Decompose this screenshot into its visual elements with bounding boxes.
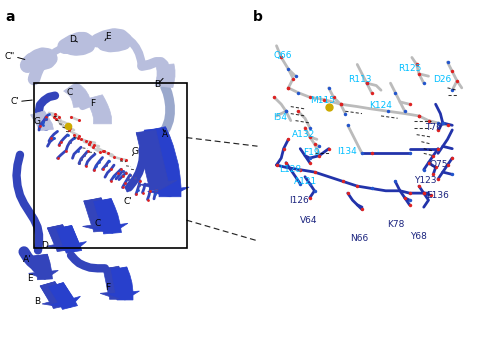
Text: Q66: Q66 xyxy=(273,51,292,60)
Bar xyxy=(34,83,186,248)
Text: C: C xyxy=(94,219,100,228)
Text: T76: T76 xyxy=(426,123,442,132)
Text: Y123: Y123 xyxy=(414,176,436,185)
Polygon shape xyxy=(86,95,112,124)
Polygon shape xyxy=(144,128,189,197)
Polygon shape xyxy=(155,64,175,88)
Polygon shape xyxy=(32,254,52,280)
Text: E: E xyxy=(27,274,33,283)
Text: I54: I54 xyxy=(273,113,287,122)
Polygon shape xyxy=(40,282,68,309)
Text: E136: E136 xyxy=(426,191,450,200)
Text: G: G xyxy=(34,117,41,126)
Text: A: A xyxy=(162,130,168,139)
Polygon shape xyxy=(94,198,122,234)
Text: L128: L128 xyxy=(279,165,301,174)
Text: D26: D26 xyxy=(434,75,452,84)
Polygon shape xyxy=(100,267,132,299)
Text: F: F xyxy=(105,283,110,292)
Text: F: F xyxy=(90,99,95,108)
Text: R113: R113 xyxy=(348,75,372,84)
Text: V64: V64 xyxy=(300,216,318,225)
Text: C': C' xyxy=(10,97,19,106)
Polygon shape xyxy=(56,226,86,252)
Text: I134: I134 xyxy=(338,147,357,156)
Polygon shape xyxy=(48,282,78,309)
Text: C": C" xyxy=(4,52,15,61)
Text: N66: N66 xyxy=(350,234,368,243)
Text: I126: I126 xyxy=(289,196,309,205)
Polygon shape xyxy=(48,283,80,308)
Text: B: B xyxy=(154,80,160,89)
Text: R125: R125 xyxy=(398,64,421,73)
Polygon shape xyxy=(56,226,82,253)
Text: A132: A132 xyxy=(292,130,316,139)
Polygon shape xyxy=(40,282,72,307)
Polygon shape xyxy=(28,255,58,279)
Text: a: a xyxy=(5,10,15,24)
Polygon shape xyxy=(136,129,170,190)
Text: M115: M115 xyxy=(310,96,335,105)
Text: C': C' xyxy=(123,197,132,206)
Text: Q75: Q75 xyxy=(430,160,448,169)
Text: A': A' xyxy=(23,255,32,264)
Polygon shape xyxy=(46,225,78,250)
Text: K78: K78 xyxy=(388,220,404,229)
Text: D: D xyxy=(69,35,76,44)
Text: E: E xyxy=(104,32,110,41)
Text: b: b xyxy=(252,10,262,24)
Polygon shape xyxy=(84,198,112,232)
Text: F19: F19 xyxy=(302,148,320,157)
Text: B: B xyxy=(34,297,40,305)
Text: K124: K124 xyxy=(370,101,392,110)
Polygon shape xyxy=(48,225,73,251)
Text: Y68: Y68 xyxy=(410,232,428,241)
Polygon shape xyxy=(82,198,118,231)
Polygon shape xyxy=(136,130,177,190)
Polygon shape xyxy=(144,127,181,197)
Text: C: C xyxy=(67,88,73,97)
Polygon shape xyxy=(30,111,54,131)
Polygon shape xyxy=(112,267,133,300)
Text: A121: A121 xyxy=(294,177,318,186)
Polygon shape xyxy=(108,268,140,300)
Polygon shape xyxy=(64,82,92,107)
Text: D: D xyxy=(42,241,48,250)
Polygon shape xyxy=(92,199,128,233)
Text: G: G xyxy=(132,147,138,156)
Polygon shape xyxy=(104,266,126,299)
